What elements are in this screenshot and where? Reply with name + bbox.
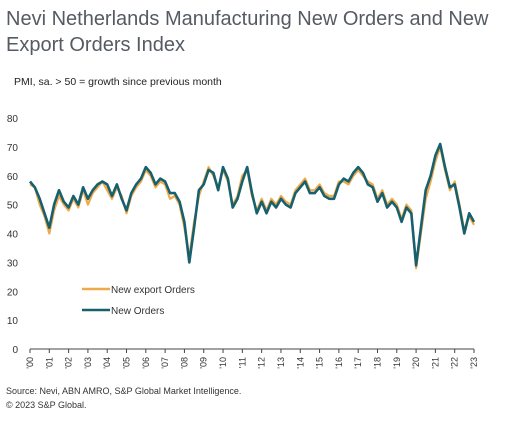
x-tick-label: '12 (257, 357, 267, 369)
x-tick-label: '07 (160, 357, 170, 369)
x-tick-label: '11 (237, 357, 247, 368)
x-axis: '00 '01 '02 '03 '04 '05 '06 '07 '08 '09 '10 '11 '12 '… (25, 348, 479, 369)
x-tick-label: '13 (276, 357, 286, 369)
series-line-new-orders (28, 142, 476, 267)
x-tick-label: '03 (83, 357, 93, 369)
x-tick-label: '06 (141, 357, 151, 369)
x-tick-label: '17 (353, 357, 363, 369)
x-tick-label: '08 (179, 357, 189, 369)
x-tick-label: '18 (372, 357, 382, 369)
x-tick-label: '01 (44, 357, 54, 369)
source-line-2: © 2023 S&P Global. (6, 400, 87, 410)
y-tick-label: 50 (7, 201, 19, 212)
series-group (28, 142, 476, 270)
x-tick-label: '16 (334, 357, 344, 369)
x-tick-label: '23 (469, 357, 479, 369)
x-tick-label: '04 (102, 357, 112, 369)
y-tick-label: 80 (7, 114, 19, 125)
y-tick-label: 20 (7, 287, 19, 298)
x-tick-label: '21 (430, 357, 440, 369)
y-tick-label: 10 (7, 316, 19, 327)
x-tick-label: '02 (64, 357, 74, 369)
x-tick-label: '05 (122, 357, 132, 369)
legend-label: New export Orders (111, 285, 195, 296)
chart-subtitle: PMI, sa. > 50 = growth since previous mo… (14, 76, 222, 88)
y-tick-label: 30 (7, 258, 19, 269)
legend-label: New Orders (111, 306, 164, 317)
x-tick-label: '00 (25, 357, 35, 369)
source-line-1: Source: Nevi, ABN AMRO, S&P Global Marke… (6, 386, 242, 396)
y-tick-label: 40 (7, 230, 19, 241)
x-tick-label: '09 (199, 357, 209, 369)
legend: New export Orders New Orders (82, 285, 195, 317)
source-note: Source: Nevi, ABN AMRO, S&P Global Marke… (6, 384, 241, 412)
y-tick-label: 60 (7, 172, 19, 183)
x-tick-label: '14 (295, 357, 305, 369)
x-tick-label: '20 (411, 357, 421, 369)
x-tick-label: '15 (315, 357, 325, 369)
y-tick-label: 70 (7, 143, 19, 154)
x-tick-label: '10 (218, 357, 228, 369)
x-tick-label: '19 (392, 357, 402, 369)
chart-title: Nevi Netherlands Manufacturing New Order… (6, 8, 489, 56)
y-tick-label: 0 (12, 345, 18, 356)
y-axis: 0 10 20 30 40 50 60 70 80 (7, 114, 19, 356)
x-tick-label: '22 (450, 357, 460, 369)
